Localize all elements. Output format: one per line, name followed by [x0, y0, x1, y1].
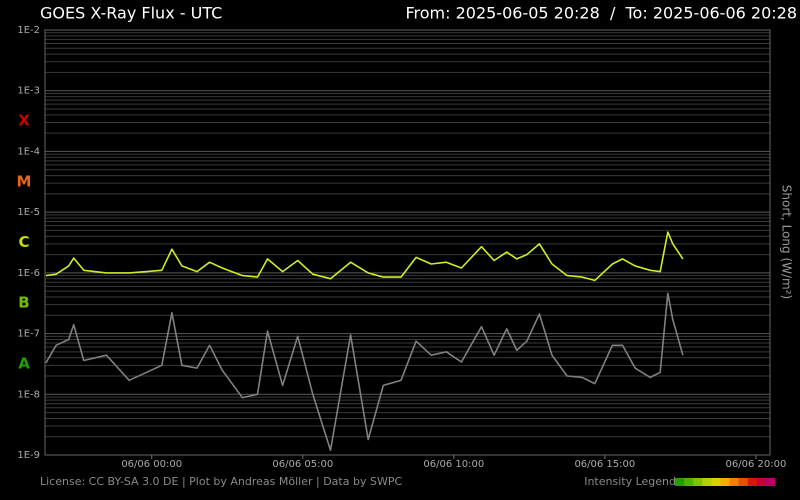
- y-tick-label: 1E-7: [17, 329, 40, 340]
- legend-swatch: [702, 478, 712, 486]
- legend-swatch: [756, 478, 767, 486]
- x-tick-label: 06/06 20:00: [725, 459, 786, 470]
- x-tick-label: 06/06 10:00: [423, 459, 484, 470]
- legend-swatch: [729, 478, 739, 486]
- series-line: [45, 292, 684, 451]
- y-axis-label: Short, Long (W/m²): [780, 185, 794, 299]
- flare-class-label: M: [17, 172, 32, 190]
- legend-swatch: [765, 478, 776, 486]
- y-tick-label: 1E-9: [17, 450, 40, 461]
- legend-swatch: [693, 478, 703, 486]
- y-tick-label: 1E-4: [17, 146, 40, 157]
- flare-class-label: B: [18, 294, 29, 312]
- legend-title: Intensity Legend: [584, 475, 676, 488]
- flare-class-label: A: [18, 354, 30, 372]
- flare-class-label: C: [18, 233, 29, 251]
- y-tick-label: 1E-5: [17, 207, 40, 218]
- legend-swatch: [711, 478, 721, 486]
- chart-subtitle: From: 2025-06-05 20:28 / To: 2025-06-06 …: [405, 4, 797, 23]
- y-tick-label: 1E-8: [17, 389, 40, 400]
- legend-swatch: [675, 478, 685, 486]
- legend-swatch: [747, 478, 758, 486]
- legend-swatch: [684, 478, 694, 486]
- y-tick-label: 1E-3: [17, 86, 40, 97]
- x-tick-label: 06/06 05:00: [272, 459, 333, 470]
- legend-swatch: [738, 478, 749, 486]
- footer: License: CC BY-SA 3.0 DE | Plot by Andre…: [40, 475, 402, 488]
- legend-swatch: [720, 478, 730, 486]
- y-tick-label: 1E-6: [17, 268, 40, 279]
- flare-class-label: X: [18, 112, 30, 130]
- chart-title: GOES X-Ray Flux - UTC: [40, 4, 222, 23]
- x-tick-label: 06/06 00:00: [121, 459, 182, 470]
- plot-frame: [44, 29, 771, 456]
- y-tick-label: 1E-2: [17, 25, 40, 36]
- series-line: [45, 231, 684, 282]
- x-tick-label: 06/06 15:00: [574, 459, 635, 470]
